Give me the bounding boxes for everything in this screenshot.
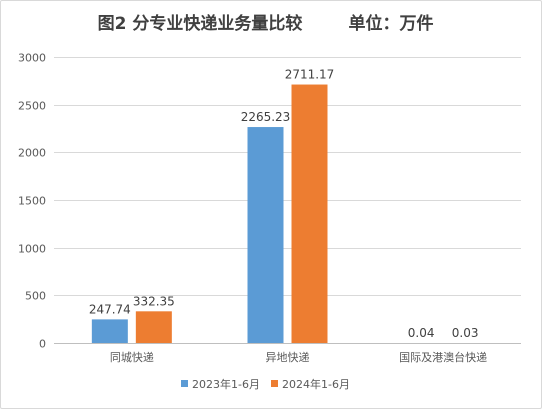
category-label: 国际及港澳台快递 [399, 350, 487, 364]
bar [136, 311, 172, 343]
legend-label: 2024年1-6月 [282, 377, 350, 391]
y-tick-label: 3000 [18, 52, 46, 65]
data-label: 2265.23 [241, 110, 291, 124]
legend-swatch [271, 380, 278, 387]
data-label: 2711.17 [285, 68, 335, 82]
legend-swatch [181, 380, 188, 387]
bar [292, 85, 328, 343]
bar [92, 319, 128, 343]
y-tick-label: 1000 [18, 243, 46, 256]
y-tick-label: 0 [39, 338, 46, 351]
legend-label: 2023年1-6月 [192, 377, 260, 391]
data-label: 0.03 [452, 326, 479, 340]
bar [248, 127, 284, 343]
gridlines [54, 58, 521, 344]
legend: 2023年1-6月 2024年1-6月 [181, 377, 350, 391]
data-label: 0.04 [408, 326, 435, 340]
data-label: 332.35 [133, 294, 175, 308]
chart-unit-label: 单位：万件 [349, 13, 434, 34]
y-tick-label: 500 [25, 290, 46, 303]
y-tick-label: 1500 [18, 195, 46, 208]
y-tick-label: 2000 [18, 147, 46, 160]
data-label: 247.74 [89, 302, 131, 316]
y-axis-ticks: 0 500 1000 1500 2000 2500 3000 [18, 52, 46, 351]
category-label: 同城快递 [110, 350, 154, 364]
category-label: 异地快递 [266, 350, 310, 364]
chart-title: 图2 分专业快递业务量比较 [98, 13, 303, 34]
y-tick-label: 2500 [18, 100, 46, 113]
category-labels: 同城快递 异地快递 国际及港澳台快递 [110, 350, 487, 364]
